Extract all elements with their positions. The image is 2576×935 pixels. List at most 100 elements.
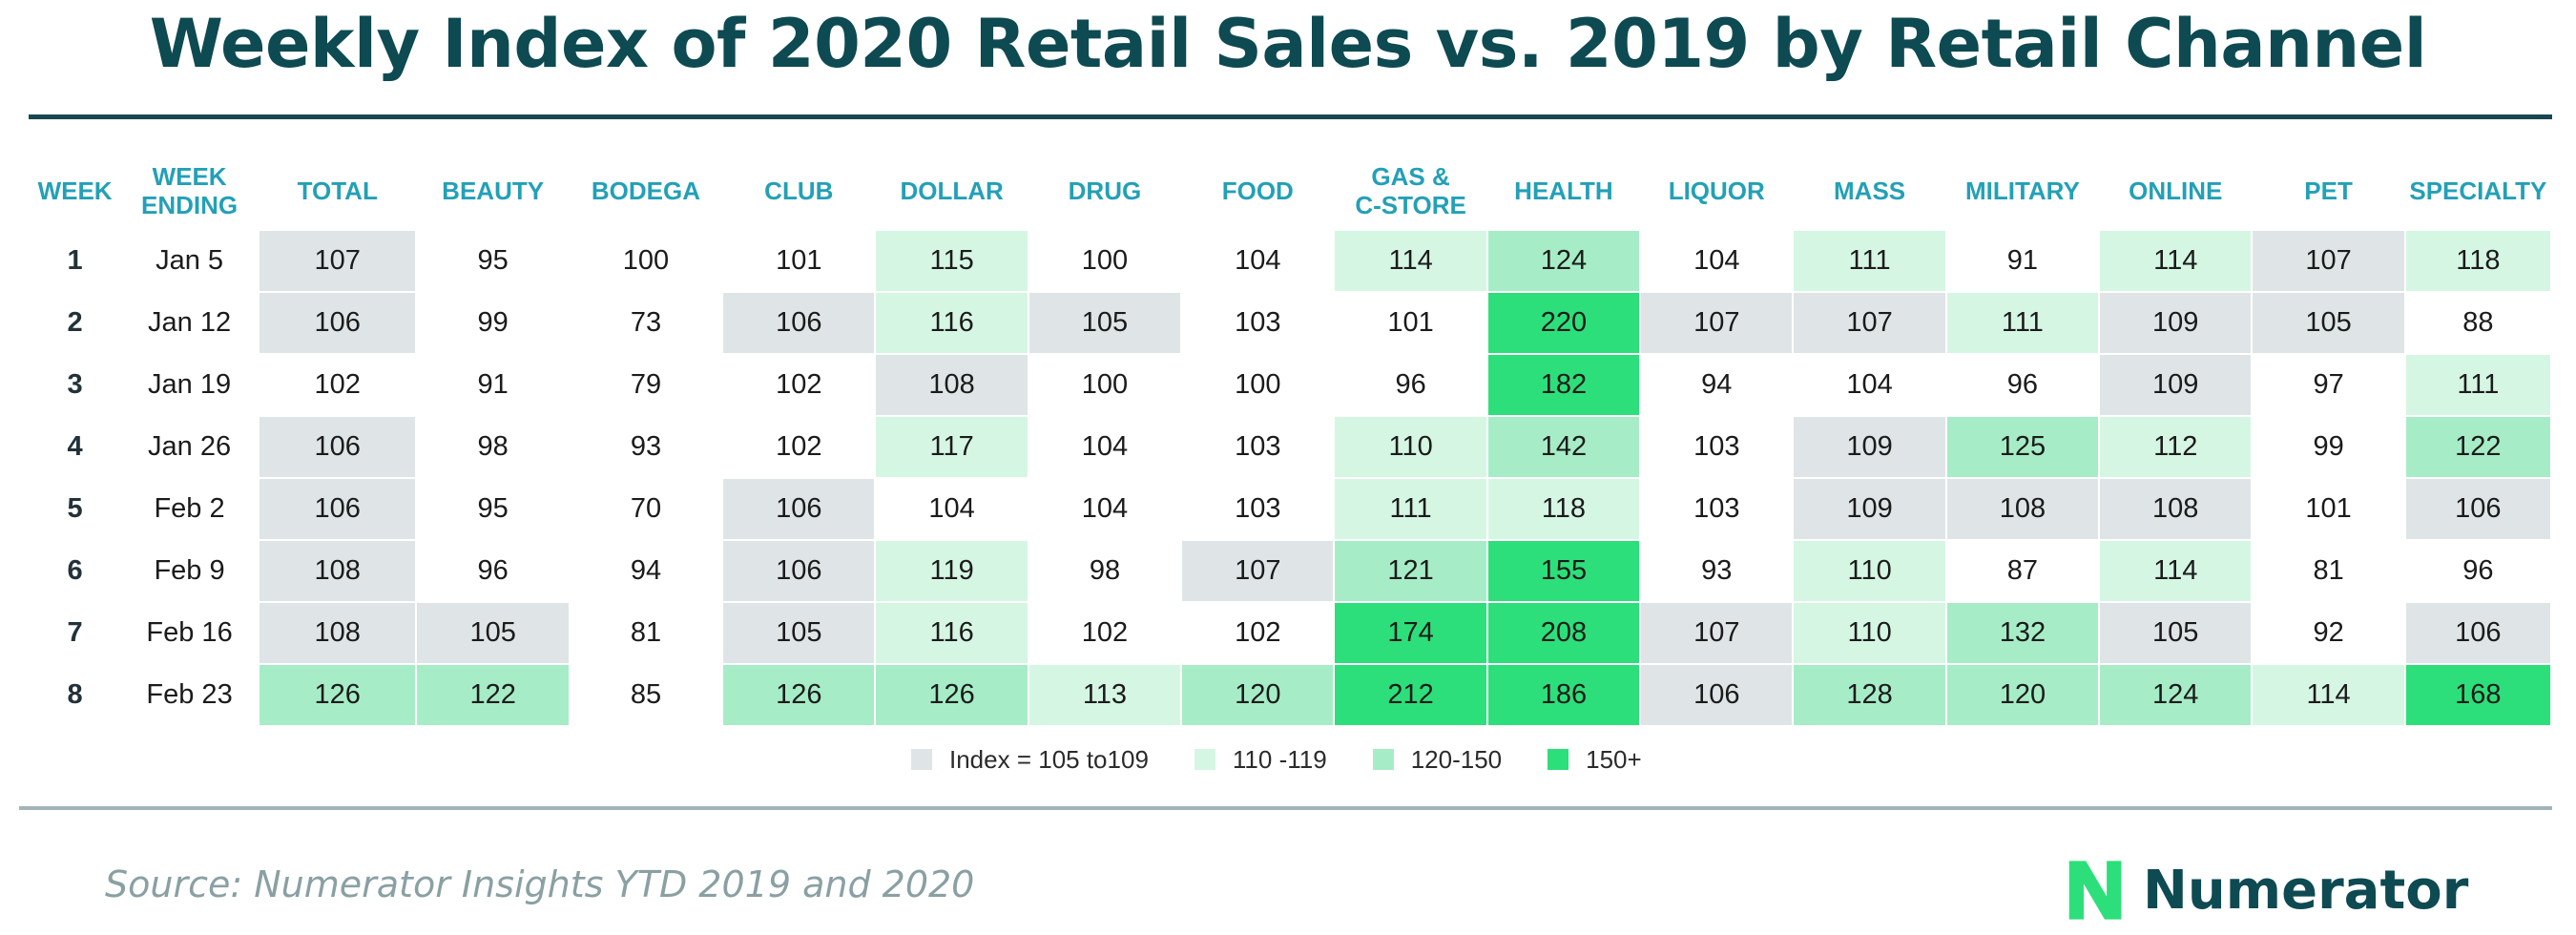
index-cell: 124 [1485, 229, 1642, 293]
index-cell: 103 [1180, 477, 1336, 541]
index-cell: 101 [1333, 291, 1488, 355]
index-cell: 70 [568, 477, 724, 541]
legend-swatch [1372, 749, 1394, 770]
index-cell: 132 [1944, 601, 2101, 665]
legend: Index = 105 to109 110 -119 120-150 150+ [911, 742, 1688, 777]
index-cell: 122 [415, 663, 571, 727]
table-row: 8 Feb 23 126 122 85 126 126 113 120 212 186 106 128 1… [28, 663, 2553, 727]
index-cell: 104 [1792, 353, 1947, 417]
column-header: SPECIALTY [2405, 153, 2551, 230]
index-cell: 111 [1944, 291, 2101, 355]
index-cell: 106 [721, 477, 877, 541]
index-cell: 108 [257, 601, 418, 665]
index-cell: 100 [1027, 229, 1183, 293]
table-row: 1 Jan 5 107 95 100 101 115 100 104 114 124 104 111 91… [28, 229, 2553, 293]
column-header: MILITARY [1946, 153, 2099, 230]
table-body: 1 Jan 5 107 95 100 101 115 100 104 114 124 104 111 91… [28, 229, 2553, 727]
index-cell: 85 [568, 663, 724, 727]
index-cell: 108 [874, 353, 1029, 417]
index-cell: 102 [257, 353, 418, 417]
index-cell: 114 [1333, 229, 1488, 293]
column-header: DOLLAR [875, 153, 1028, 230]
column-header-line: BEAUTY [442, 177, 545, 205]
index-cell: 109 [1792, 415, 1947, 479]
index-cell: 115 [874, 229, 1029, 293]
index-cell: 220 [1485, 291, 1642, 355]
numerator-brand: Numerator [2061, 857, 2468, 924]
legend-label: 120-150 [1410, 744, 1503, 774]
index-cell: 94 [568, 539, 724, 603]
index-cell: 119 [874, 539, 1029, 603]
index-cell: 106 [721, 539, 877, 603]
source-note: Source: Numerator Insights YTD 2019 and … [105, 863, 975, 905]
week-cell: 5 [28, 477, 122, 541]
legend-swatch [911, 749, 932, 770]
week-ending-cell: Feb 2 [119, 477, 260, 541]
index-cell: 105 [1027, 291, 1183, 355]
column-header: LIQUOR [1640, 153, 1793, 230]
index-cell: 104 [1180, 229, 1336, 293]
week-ending-cell: Feb 9 [119, 539, 260, 603]
column-header-line: TOTAL [297, 177, 378, 205]
week-cell: 4 [28, 415, 122, 479]
legend-item: 110 -119 [1194, 745, 1327, 775]
brand-name: Numerator [2143, 859, 2469, 922]
index-cell: 107 [1639, 601, 1795, 665]
index-cell: 107 [1639, 291, 1795, 355]
index-cell: 111 [1333, 477, 1488, 541]
column-header: MASS [1793, 153, 1945, 230]
column-header-line: FOOD [1221, 177, 1294, 205]
week-ending-cell: Jan 19 [119, 353, 260, 417]
index-cell: 91 [415, 353, 571, 417]
index-cell: 101 [2251, 477, 2406, 541]
index-cell: 99 [2251, 415, 2406, 479]
index-cell: 100 [1027, 353, 1183, 417]
index-cell: 92 [2251, 601, 2406, 665]
index-cell: 120 [1944, 663, 2101, 727]
legend-label: Index = 105 to109 [949, 744, 1149, 774]
column-header-line: DRUG [1068, 177, 1142, 205]
column-header-line: LIQUOR [1668, 177, 1765, 205]
index-cell: 99 [415, 291, 571, 355]
table-row: 2 Jan 12 106 99 73 106 116 105 103 101 220 107 107 11… [28, 291, 2553, 355]
index-cell: 103 [1639, 415, 1795, 479]
index-cell: 106 [2403, 601, 2553, 665]
legend-swatch [1548, 749, 1569, 770]
index-cell: 103 [1180, 415, 1336, 479]
week-ending-cell: Feb 16 [119, 601, 260, 665]
column-header: WEEK [30, 153, 120, 230]
week-cell: 2 [28, 291, 122, 355]
column-header: FOOD [1181, 153, 1334, 230]
index-table: WEEK WEEK ENDING TOTAL BEAUTY BODEGA CLUB DOLLA… [28, 153, 2553, 727]
column-header-line: MILITARY [1964, 177, 2080, 205]
index-cell: 121 [1333, 539, 1488, 603]
index-cell: 126 [874, 663, 1029, 727]
index-cell: 114 [2098, 229, 2254, 293]
legend-label: 150+ [1586, 744, 1642, 774]
week-ending-cell: Feb 23 [119, 663, 260, 727]
index-cell: 102 [1027, 601, 1183, 665]
index-cell: 186 [1485, 663, 1642, 727]
index-cell: 96 [415, 539, 571, 603]
column-header: GAS & C-STORE [1334, 153, 1486, 230]
index-cell: 116 [874, 291, 1029, 355]
week-ending-cell: Jan 5 [119, 229, 260, 293]
index-cell: 126 [721, 663, 877, 727]
index-cell: 105 [415, 601, 571, 665]
index-cell: 73 [568, 291, 724, 355]
index-cell: 122 [2403, 415, 2553, 479]
index-cell: 106 [257, 477, 418, 541]
index-cell: 103 [1639, 477, 1795, 541]
column-header-line: ENDING [141, 191, 239, 219]
index-cell: 111 [1792, 229, 1947, 293]
index-cell: 81 [2251, 539, 2406, 603]
week-cell: 8 [28, 663, 122, 727]
index-cell: 103 [1180, 291, 1336, 355]
column-header: TOTAL [259, 153, 417, 230]
index-cell: 106 [2403, 477, 2553, 541]
column-header: DRUG [1028, 153, 1181, 230]
index-cell: 104 [1027, 415, 1183, 479]
index-cell: 100 [1180, 353, 1336, 417]
index-cell: 97 [2251, 353, 2406, 417]
column-header-line: GAS & [1371, 162, 1450, 191]
